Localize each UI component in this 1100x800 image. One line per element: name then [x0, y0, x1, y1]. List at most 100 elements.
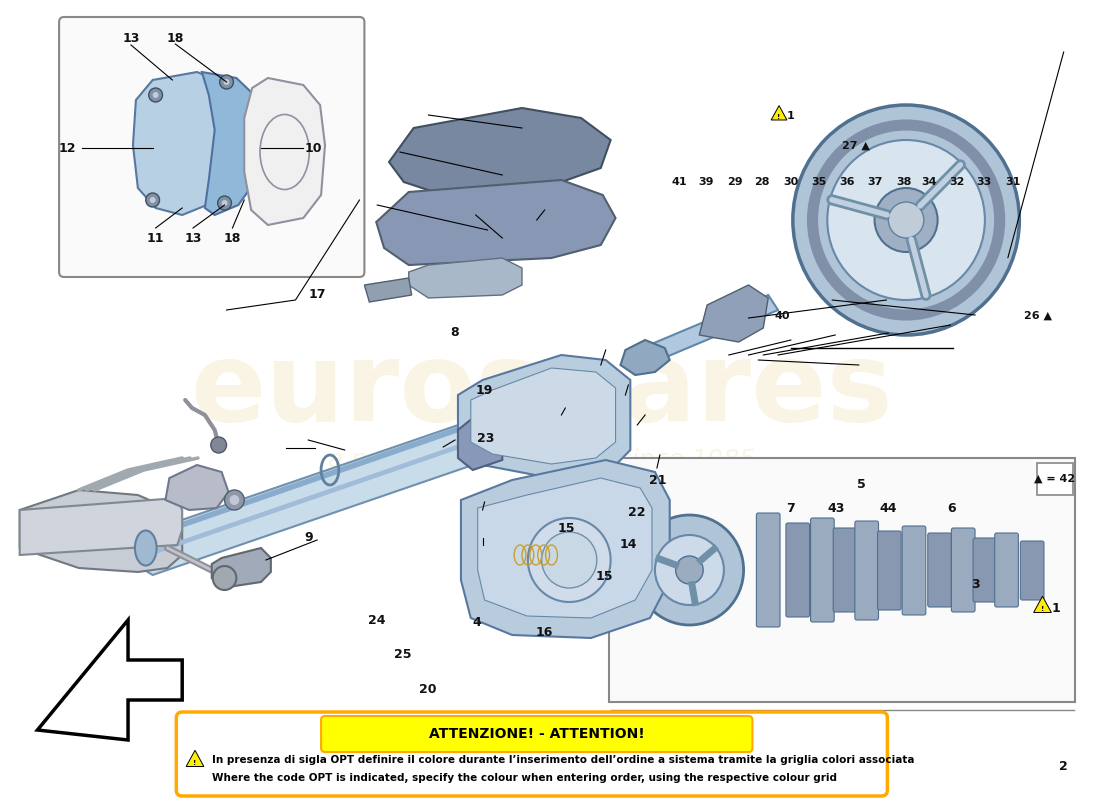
Text: 10: 10 — [305, 142, 322, 154]
Text: 7: 7 — [786, 502, 795, 514]
Text: 36: 36 — [839, 178, 855, 187]
Polygon shape — [376, 180, 616, 265]
FancyBboxPatch shape — [833, 528, 857, 612]
FancyBboxPatch shape — [994, 533, 1019, 607]
Text: 39: 39 — [698, 178, 714, 187]
Polygon shape — [133, 72, 227, 215]
Text: 37: 37 — [868, 178, 883, 187]
Text: 35: 35 — [812, 178, 827, 187]
Text: 6: 6 — [947, 502, 956, 514]
Text: 3: 3 — [970, 578, 979, 590]
FancyBboxPatch shape — [1021, 541, 1044, 600]
Polygon shape — [626, 295, 778, 370]
Text: 28: 28 — [754, 178, 769, 187]
Circle shape — [220, 75, 233, 89]
Text: 27 ▲: 27 ▲ — [842, 141, 870, 150]
Polygon shape — [244, 78, 324, 225]
Circle shape — [230, 495, 240, 505]
Circle shape — [218, 196, 231, 210]
Circle shape — [148, 88, 163, 102]
FancyBboxPatch shape — [757, 513, 780, 627]
Text: 9: 9 — [305, 531, 314, 544]
Text: !: ! — [194, 760, 197, 766]
Polygon shape — [186, 750, 204, 766]
Text: 44: 44 — [880, 502, 898, 514]
Polygon shape — [771, 106, 786, 120]
Polygon shape — [364, 278, 411, 302]
Circle shape — [874, 188, 937, 252]
Circle shape — [654, 535, 724, 605]
Text: 38: 38 — [895, 178, 911, 187]
Text: 1: 1 — [1052, 602, 1060, 614]
Circle shape — [146, 193, 160, 207]
Text: 18: 18 — [223, 231, 241, 245]
Text: 2: 2 — [1059, 760, 1068, 773]
Circle shape — [793, 105, 1020, 335]
Text: 41: 41 — [671, 178, 688, 187]
Text: a passion for motoring since 1985: a passion for motoring since 1985 — [328, 448, 756, 472]
Text: 1: 1 — [786, 111, 794, 121]
Text: 24: 24 — [368, 614, 386, 627]
Text: eurospares: eurospares — [190, 337, 893, 443]
Circle shape — [212, 566, 236, 590]
Text: 11: 11 — [147, 231, 164, 245]
Text: !: ! — [1041, 606, 1044, 612]
Text: !: ! — [778, 114, 781, 120]
Text: 13: 13 — [185, 231, 201, 245]
Text: 26 ▲: 26 ▲ — [1024, 311, 1052, 321]
Polygon shape — [461, 460, 670, 638]
Polygon shape — [165, 465, 229, 510]
FancyBboxPatch shape — [902, 526, 926, 615]
Circle shape — [211, 437, 227, 453]
Text: 15: 15 — [558, 522, 575, 534]
FancyBboxPatch shape — [785, 523, 810, 617]
Text: 23: 23 — [476, 432, 494, 445]
Polygon shape — [471, 368, 616, 464]
Text: 12: 12 — [58, 142, 76, 154]
FancyBboxPatch shape — [952, 528, 975, 612]
Circle shape — [223, 79, 230, 85]
Ellipse shape — [135, 530, 156, 566]
Polygon shape — [128, 420, 503, 575]
Text: 19: 19 — [475, 384, 493, 397]
FancyBboxPatch shape — [974, 538, 997, 602]
Circle shape — [528, 518, 611, 602]
FancyBboxPatch shape — [811, 518, 834, 622]
Text: 29: 29 — [727, 178, 742, 187]
FancyBboxPatch shape — [927, 533, 952, 607]
FancyBboxPatch shape — [176, 712, 888, 796]
Text: 31: 31 — [1005, 178, 1021, 187]
Text: 34: 34 — [922, 178, 937, 187]
Polygon shape — [409, 258, 522, 298]
Text: 15: 15 — [596, 570, 614, 582]
Text: In presenza di sigla OPT definire il colore durante l’inserimento dell’ordine a : In presenza di sigla OPT definire il col… — [212, 755, 914, 765]
FancyBboxPatch shape — [321, 716, 752, 752]
FancyBboxPatch shape — [855, 521, 879, 620]
Text: 14: 14 — [619, 538, 637, 550]
Polygon shape — [389, 108, 610, 195]
Text: 25: 25 — [394, 648, 411, 661]
Polygon shape — [212, 548, 271, 588]
Text: 8: 8 — [451, 326, 460, 338]
Polygon shape — [1034, 596, 1052, 613]
Text: 32: 32 — [949, 178, 965, 187]
Text: 30: 30 — [783, 178, 799, 187]
Polygon shape — [620, 340, 670, 375]
Polygon shape — [37, 620, 183, 740]
Text: 21: 21 — [649, 474, 667, 486]
Circle shape — [150, 197, 155, 203]
Circle shape — [636, 515, 744, 625]
Text: ATTENZIONE! - ATTENTION!: ATTENZIONE! - ATTENTION! — [429, 727, 645, 741]
Circle shape — [224, 490, 244, 510]
Polygon shape — [153, 440, 471, 555]
FancyBboxPatch shape — [1037, 463, 1072, 495]
Polygon shape — [20, 498, 183, 555]
Text: 43: 43 — [827, 502, 845, 514]
Text: 40: 40 — [774, 311, 790, 321]
Circle shape — [541, 532, 597, 588]
Text: 16: 16 — [536, 626, 552, 638]
Text: Where the code OPT is indicated, specify the colour when entering order, using t: Where the code OPT is indicated, specify… — [212, 773, 837, 783]
Text: 17: 17 — [309, 288, 327, 301]
Text: 5: 5 — [857, 478, 866, 490]
Circle shape — [827, 140, 984, 300]
